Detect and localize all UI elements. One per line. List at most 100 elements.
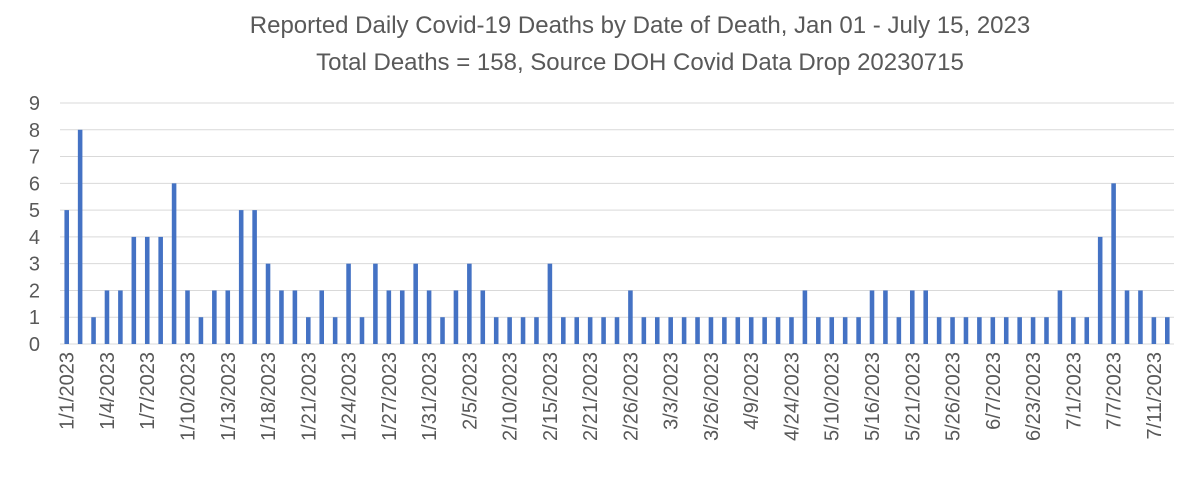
bar (198, 317, 204, 344)
bar (453, 290, 459, 344)
x-tick-label: 2/21/2023 (580, 352, 602, 441)
bar (1111, 183, 1116, 344)
bar (668, 317, 673, 344)
y-tick-label: 6 (29, 173, 40, 195)
bar (131, 236, 137, 344)
x-tick-label: 5/10/2023 (822, 352, 844, 441)
x-tick-label: 5/16/2023 (862, 352, 884, 441)
bar (896, 317, 902, 344)
bar (561, 317, 566, 344)
bar (923, 290, 928, 344)
bar (681, 317, 687, 344)
bar (802, 290, 808, 344)
bar (722, 317, 727, 344)
bar (762, 317, 767, 344)
x-tick-label: 2/5/2023 (459, 352, 481, 430)
bar (426, 290, 432, 344)
x-tick-label: 4/24/2023 (781, 352, 803, 441)
bar (1030, 317, 1036, 344)
bar (936, 317, 942, 344)
x-tick-label: 5/21/2023 (902, 352, 924, 441)
x-tick-label: 1/27/2023 (379, 352, 401, 441)
bar (373, 263, 378, 344)
bar (185, 290, 190, 344)
x-tick-label: 2/15/2023 (540, 352, 562, 441)
x-tick-label: 1/13/2023 (218, 352, 240, 441)
y-tick-label: 9 (29, 93, 40, 115)
chart-title: Reported Daily Covid-19 Deaths by Date o… (249, 12, 1031, 39)
bar (118, 290, 123, 344)
bar (950, 317, 955, 344)
x-tick-label: 6/7/2023 (983, 352, 1005, 430)
bar (1151, 317, 1157, 344)
bar (1165, 317, 1170, 344)
bar (842, 317, 848, 344)
bar (816, 317, 821, 344)
x-tick-label: 1/21/2023 (298, 352, 320, 441)
bar (144, 236, 150, 344)
bar (413, 263, 418, 344)
x-tick-label: 7/1/2023 (1063, 352, 1085, 430)
x-tick-label: 1/24/2023 (339, 352, 361, 441)
x-tick-label: 2/10/2023 (500, 352, 522, 441)
bar (238, 210, 244, 344)
bar (1044, 317, 1049, 344)
bar (1097, 236, 1103, 344)
bar (628, 290, 633, 344)
x-tick-label: 1/10/2023 (178, 352, 200, 441)
bar (440, 317, 445, 344)
bar (641, 317, 647, 344)
bar (252, 210, 257, 344)
bar (708, 317, 714, 344)
y-tick-label: 4 (29, 227, 40, 249)
bar (695, 317, 700, 344)
bar (574, 317, 580, 344)
bar (614, 317, 620, 344)
bar (869, 290, 875, 344)
bar (265, 263, 271, 344)
bar (332, 317, 338, 344)
bar (77, 129, 83, 344)
bar (1057, 290, 1063, 344)
y-tick-label: 5 (29, 200, 40, 222)
bar (534, 317, 539, 344)
bar (212, 290, 217, 344)
bar (856, 317, 861, 344)
bar (399, 290, 405, 344)
bar (1124, 290, 1130, 344)
bar (279, 290, 284, 344)
x-tick-label: 1/4/2023 (97, 352, 119, 430)
x-tick-label: 1/31/2023 (419, 352, 441, 441)
bar (359, 317, 365, 344)
y-tick-label: 1 (29, 307, 40, 329)
x-tick-label: 2/26/2023 (620, 352, 642, 441)
bar (306, 317, 311, 344)
bar (386, 290, 392, 344)
bar (467, 263, 472, 344)
bar (775, 317, 781, 344)
bar (587, 317, 593, 344)
chart-subtitle: Total Deaths = 158, Source DOH Covid Dat… (316, 49, 964, 76)
bar (789, 317, 794, 344)
y-tick-label: 0 (29, 334, 40, 356)
x-tick-label: 6/23/2023 (1023, 352, 1045, 441)
bar (883, 290, 888, 344)
bar (829, 317, 835, 344)
bar (748, 317, 754, 344)
bar (977, 317, 982, 344)
bar (1071, 317, 1076, 344)
x-tick-label: 7/11/2023 (1144, 352, 1166, 440)
bar (547, 263, 553, 344)
bar (1017, 317, 1022, 344)
bar (1084, 317, 1090, 344)
bar (91, 317, 96, 344)
bar (601, 317, 606, 344)
bar (520, 317, 526, 344)
y-tick-label: 7 (29, 147, 40, 169)
bar (493, 317, 499, 344)
bar (735, 317, 741, 344)
x-tick-label: 1/18/2023 (258, 352, 280, 441)
bar (963, 317, 969, 344)
